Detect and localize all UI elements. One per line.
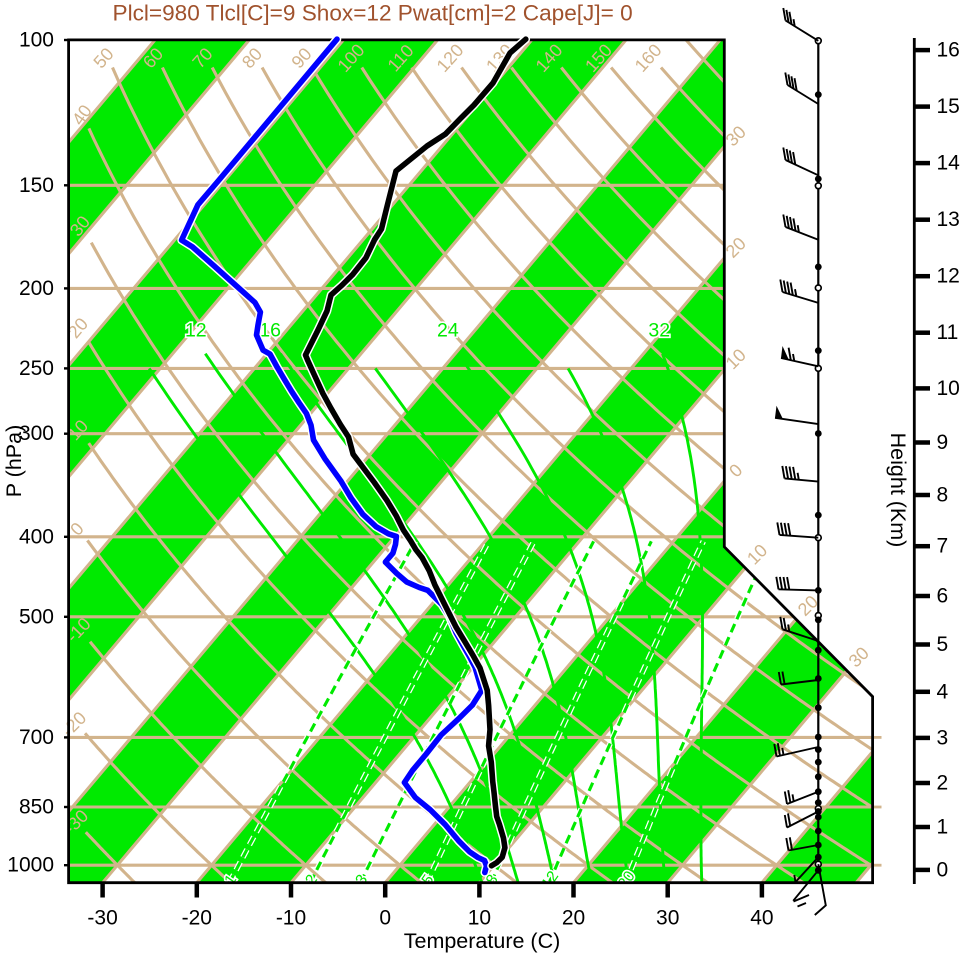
svg-text:400: 400: [19, 525, 54, 548]
svg-text:200: 200: [19, 277, 54, 300]
svg-text:30: 30: [656, 907, 679, 930]
svg-text:10: 10: [468, 907, 491, 930]
svg-text:250: 250: [19, 357, 54, 380]
svg-text:Temperature (C): Temperature (C): [404, 929, 561, 953]
svg-text:13: 13: [937, 208, 960, 231]
svg-text:150: 150: [19, 174, 54, 197]
svg-text:40: 40: [750, 907, 773, 930]
svg-text:-10: -10: [276, 907, 306, 930]
svg-text:24: 24: [437, 320, 459, 342]
svg-text:11: 11: [937, 321, 959, 344]
svg-text:14: 14: [937, 152, 961, 175]
svg-text:6: 6: [937, 585, 949, 608]
svg-text:0: 0: [937, 858, 949, 881]
svg-text:15: 15: [937, 95, 960, 118]
svg-text:700: 700: [19, 726, 54, 749]
svg-text:-30: -30: [87, 907, 117, 930]
svg-text:8: 8: [937, 484, 949, 507]
svg-text:7: 7: [937, 535, 949, 558]
svg-text:1: 1: [937, 816, 949, 839]
svg-text:-20: -20: [182, 907, 212, 930]
svg-text:32: 32: [648, 320, 670, 342]
svg-text:0: 0: [379, 907, 391, 930]
svg-text:12: 12: [937, 265, 960, 288]
svg-text:100: 100: [19, 29, 54, 52]
svg-text:1000: 1000: [7, 854, 54, 877]
svg-text:9: 9: [937, 431, 949, 454]
svg-text:4: 4: [937, 680, 949, 703]
svg-text:5: 5: [937, 633, 949, 656]
svg-text:P (hPa): P (hPa): [2, 425, 26, 498]
svg-text:2: 2: [937, 772, 949, 795]
svg-text:300: 300: [19, 422, 54, 445]
svg-text:Height (Km): Height (Km): [886, 433, 910, 548]
svg-text:16: 16: [937, 39, 960, 62]
svg-text:3: 3: [937, 726, 949, 749]
svg-text:10: 10: [937, 377, 960, 400]
svg-text:Plcl=980 Tlcl[C]=9 Shox=12 Pwa: Plcl=980 Tlcl[C]=9 Shox=12 Pwat[cm]=2 Ca…: [113, 1, 633, 26]
svg-text:500: 500: [19, 605, 54, 628]
svg-text:850: 850: [19, 796, 54, 819]
svg-text:12: 12: [185, 320, 207, 342]
svg-text:20: 20: [562, 907, 585, 930]
